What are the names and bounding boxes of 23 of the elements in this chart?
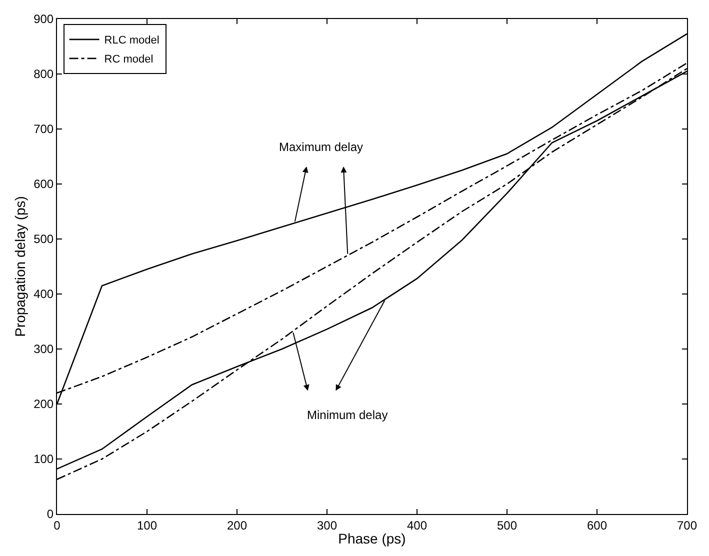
x-tick-label: 700 <box>676 518 698 532</box>
annotation: Maximum delay <box>279 140 364 154</box>
y-tick-label: 700 <box>34 122 54 136</box>
x-tick-label: 400 <box>406 518 428 532</box>
annotation: Minimum delay <box>307 408 388 422</box>
legend-label: RC model <box>104 54 154 66</box>
x-axis-title: Phase (ps) <box>338 530 406 547</box>
y-tick-label: 100 <box>34 452 54 466</box>
legend-label: RLC model <box>104 34 160 47</box>
y-tick-label: 900 <box>34 12 54 26</box>
y-tick-label: 200 <box>34 397 54 412</box>
y-tick-label: 300 <box>34 342 54 356</box>
x-tick-label: 100 <box>136 518 158 532</box>
y-tick-label: 500 <box>34 232 54 246</box>
x-tick-label: 200 <box>226 518 248 532</box>
y-tick-label: 600 <box>34 177 54 192</box>
x-tick-label: 300 <box>316 518 338 532</box>
y-tick-label: 0 <box>46 507 54 522</box>
x-tick-label: 600 <box>586 518 608 532</box>
y-tick-label: 400 <box>34 287 54 302</box>
y-tick-label: 800 <box>34 67 54 82</box>
x-tick-label: 500 <box>496 518 518 532</box>
y-axis-title: Propagation delay (ps) <box>12 196 28 337</box>
